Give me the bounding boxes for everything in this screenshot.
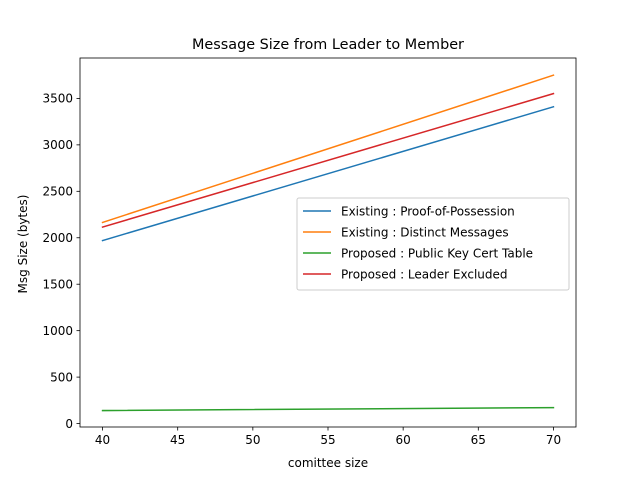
y-tick-label: 2500 [42, 185, 73, 199]
x-tick-label: 45 [170, 433, 185, 447]
x-tick-label: 60 [396, 433, 411, 447]
x-tick-label: 50 [245, 433, 260, 447]
y-tick-label: 500 [50, 370, 73, 384]
y-tick-label: 1500 [42, 278, 73, 292]
y-tick-label: 1000 [42, 324, 73, 338]
series-layer [101, 74, 555, 412]
axes-layer: 40 45 50 55 60 65 70 0 500 1000 1500 2000 2500 3000 35… [42, 57, 577, 447]
x-tick-label: 65 [471, 433, 486, 447]
legend: Existing : Proof-of-Possession Existing :… [296, 197, 570, 291]
y-tick-label: 3500 [42, 92, 73, 106]
series-line-1 [101, 74, 555, 224]
series-line-2 [101, 406, 555, 412]
series-line-0 [101, 105, 555, 242]
legend-label-3: Proposed : Leader Excluded [341, 267, 508, 281]
x-tick-label: 40 [95, 433, 110, 447]
y-tick-label: 3000 [42, 138, 73, 152]
y-tick-label: 0 [65, 417, 73, 431]
legend-label-0: Existing : Proof-of-Possession [341, 204, 515, 218]
series-line-3 [101, 92, 555, 229]
x-tick-label: 55 [320, 433, 335, 447]
chart-title: Message Size from Leader to Member [192, 37, 464, 53]
legend-label-1: Existing : Distinct Messages [341, 225, 509, 239]
legend-box [296, 197, 570, 291]
y-tick-label: 2000 [42, 231, 73, 245]
x-tick-label: 70 [546, 433, 561, 447]
y-axis-label: Msg Size (bytes) [16, 195, 30, 294]
x-axis-label: comittee size [288, 456, 368, 470]
legend-label-2: Proposed : Public Key Cert Table [341, 246, 533, 260]
